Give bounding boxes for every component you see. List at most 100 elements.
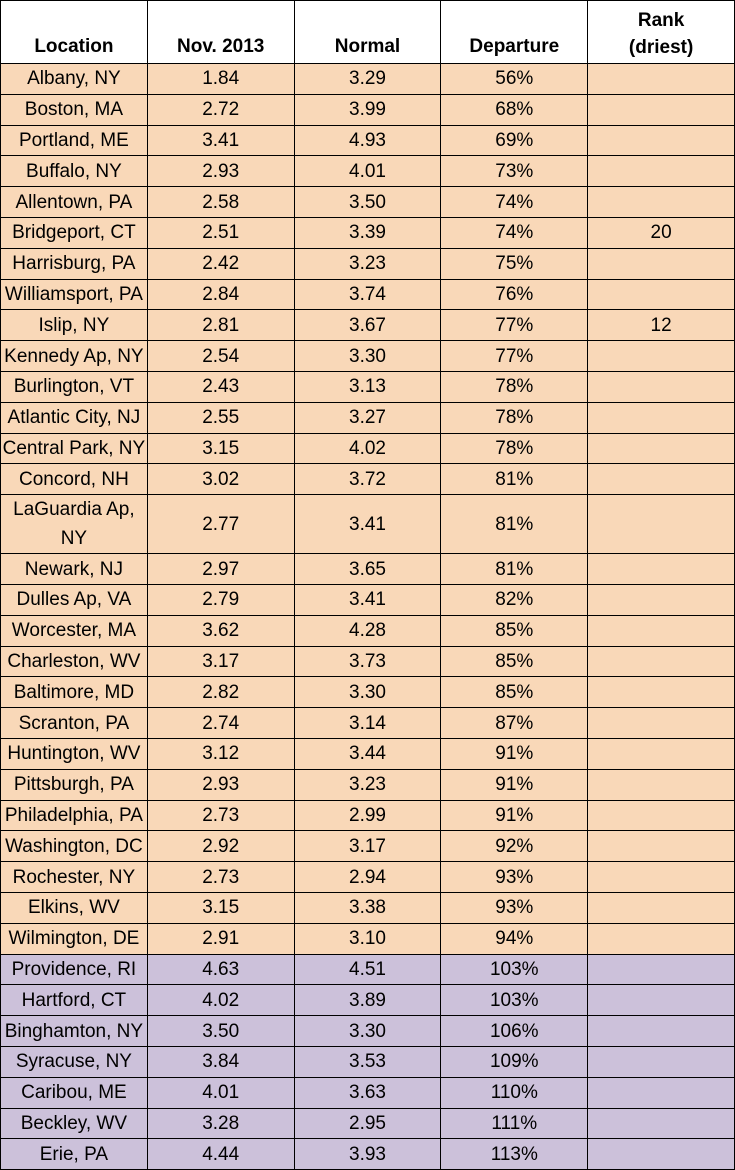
data-row: Syracuse, NY 3.84 3.53 109% bbox=[0, 1045, 735, 1078]
location-cell: Caribou, ME bbox=[0, 1076, 148, 1109]
rank-cell bbox=[587, 553, 735, 585]
data-row: Pittsburgh, PA 2.93 3.23 91% bbox=[0, 768, 735, 801]
departure-cell: 82% bbox=[440, 583, 589, 616]
normal-cell: 2.94 bbox=[293, 861, 442, 893]
rank-cell bbox=[587, 494, 735, 555]
normal-cell: 3.30 bbox=[293, 1015, 442, 1047]
nov-2013-cell: 2.51 bbox=[146, 216, 295, 249]
nov-2013-cell: 2.84 bbox=[146, 278, 295, 311]
data-row: Kennedy Ap, NY 2.54 3.30 77% bbox=[0, 340, 735, 372]
departure-cell: 76% bbox=[440, 278, 589, 311]
normal-cell: 3.41 bbox=[293, 494, 442, 555]
departure-cell: 111% bbox=[440, 1107, 589, 1140]
location-cell: Wilmington, DE bbox=[0, 922, 148, 955]
normal-cell: 3.65 bbox=[293, 553, 442, 585]
normal-cell: 3.23 bbox=[293, 768, 442, 801]
nov-2013-cell: 2.54 bbox=[146, 340, 295, 372]
rank-cell bbox=[587, 247, 735, 280]
rank-cell: 20 bbox=[587, 216, 735, 249]
departure-cell: 110% bbox=[440, 1076, 589, 1109]
rank-cell bbox=[587, 583, 735, 616]
data-row: Baltimore, MD 2.82 3.30 85% bbox=[0, 676, 735, 709]
departure-cell: 68% bbox=[440, 93, 589, 126]
rank-cell bbox=[587, 676, 735, 709]
location-cell: Burlington, VT bbox=[0, 370, 148, 403]
departure-cell: 74% bbox=[440, 216, 589, 249]
data-row: Philadelphia, PA 2.73 2.99 91% bbox=[0, 799, 735, 832]
rank-cell bbox=[587, 768, 735, 801]
normal-cell: 3.53 bbox=[293, 1045, 442, 1078]
departure-cell: 78% bbox=[440, 432, 589, 465]
nov-2013-cell: 2.58 bbox=[146, 186, 295, 218]
column-header: Rank (driest) bbox=[587, 0, 735, 64]
data-row: Harrisburg, PA 2.42 3.23 75% bbox=[0, 247, 735, 280]
location-cell: Beckley, WV bbox=[0, 1107, 148, 1140]
location-cell: Erie, PA bbox=[0, 1138, 148, 1170]
location-cell: Portland, ME bbox=[0, 124, 148, 157]
data-row: Providence, RI 4.63 4.51 103% bbox=[0, 953, 735, 986]
normal-cell: 4.01 bbox=[293, 155, 442, 188]
rank-cell bbox=[587, 984, 735, 1017]
normal-cell: 3.89 bbox=[293, 984, 442, 1017]
nov-2013-cell: 4.02 bbox=[146, 984, 295, 1017]
data-row: Rochester, NY 2.73 2.94 93% bbox=[0, 861, 735, 893]
location-cell: Atlantic City, NJ bbox=[0, 401, 148, 434]
rank-cell bbox=[587, 1015, 735, 1047]
normal-cell: 4.51 bbox=[293, 953, 442, 986]
normal-cell: 3.13 bbox=[293, 370, 442, 403]
nov-2013-cell: 3.17 bbox=[146, 645, 295, 678]
normal-cell: 3.39 bbox=[293, 216, 442, 249]
departure-cell: 81% bbox=[440, 553, 589, 585]
normal-cell: 3.27 bbox=[293, 401, 442, 434]
departure-cell: 81% bbox=[440, 463, 589, 496]
data-row: Albany, NY 1.84 3.29 56% bbox=[0, 63, 735, 95]
location-cell: Albany, NY bbox=[0, 63, 148, 95]
location-cell: Islip, NY bbox=[0, 309, 148, 342]
departure-cell: 109% bbox=[440, 1045, 589, 1078]
rank-cell bbox=[587, 401, 735, 434]
rank-cell bbox=[587, 861, 735, 893]
nov-2013-cell: 3.15 bbox=[146, 432, 295, 465]
location-cell: Syracuse, NY bbox=[0, 1045, 148, 1078]
location-cell: Scranton, PA bbox=[0, 707, 148, 739]
nov-2013-cell: 3.12 bbox=[146, 737, 295, 770]
rank-cell bbox=[587, 830, 735, 863]
data-row: Atlantic City, NJ 2.55 3.27 78% bbox=[0, 401, 735, 434]
data-row: Washington, DC 2.92 3.17 92% bbox=[0, 830, 735, 863]
departure-cell: 91% bbox=[440, 799, 589, 832]
normal-cell: 2.99 bbox=[293, 799, 442, 832]
departure-cell: 56% bbox=[440, 63, 589, 95]
nov-2013-cell: 3.02 bbox=[146, 463, 295, 496]
departure-cell: 106% bbox=[440, 1015, 589, 1047]
data-row: Elkins, WV 3.15 3.38 93% bbox=[0, 891, 735, 924]
data-row: Worcester, MA 3.62 4.28 85% bbox=[0, 614, 735, 647]
data-row: Hartford, CT 4.02 3.89 103% bbox=[0, 984, 735, 1017]
rank-cell bbox=[587, 432, 735, 465]
normal-cell: 4.93 bbox=[293, 124, 442, 157]
rank-cell bbox=[587, 1076, 735, 1109]
location-cell: Pittsburgh, PA bbox=[0, 768, 148, 801]
nov-2013-cell: 3.50 bbox=[146, 1015, 295, 1047]
data-row: Huntington, WV 3.12 3.44 91% bbox=[0, 737, 735, 770]
nov-2013-cell: 2.73 bbox=[146, 861, 295, 893]
nov-2013-cell: 2.82 bbox=[146, 676, 295, 709]
nov-2013-cell: 2.55 bbox=[146, 401, 295, 434]
rank-cell bbox=[587, 93, 735, 126]
location-cell: Boston, MA bbox=[0, 93, 148, 126]
rank-cell bbox=[587, 340, 735, 372]
location-cell: Allentown, PA bbox=[0, 186, 148, 218]
departure-cell: 85% bbox=[440, 614, 589, 647]
normal-cell: 3.10 bbox=[293, 922, 442, 955]
nov-2013-cell: 2.74 bbox=[146, 707, 295, 739]
location-cell: Buffalo, NY bbox=[0, 155, 148, 188]
data-row: Williamsport, PA 2.84 3.74 76% bbox=[0, 278, 735, 311]
normal-cell: 2.95 bbox=[293, 1107, 442, 1140]
location-cell: Huntington, WV bbox=[0, 737, 148, 770]
normal-cell: 3.38 bbox=[293, 891, 442, 924]
location-cell: Washington, DC bbox=[0, 830, 148, 863]
nov-2013-cell: 2.91 bbox=[146, 922, 295, 955]
normal-cell: 3.67 bbox=[293, 309, 442, 342]
nov-2013-cell: 3.41 bbox=[146, 124, 295, 157]
departure-cell: 85% bbox=[440, 676, 589, 709]
